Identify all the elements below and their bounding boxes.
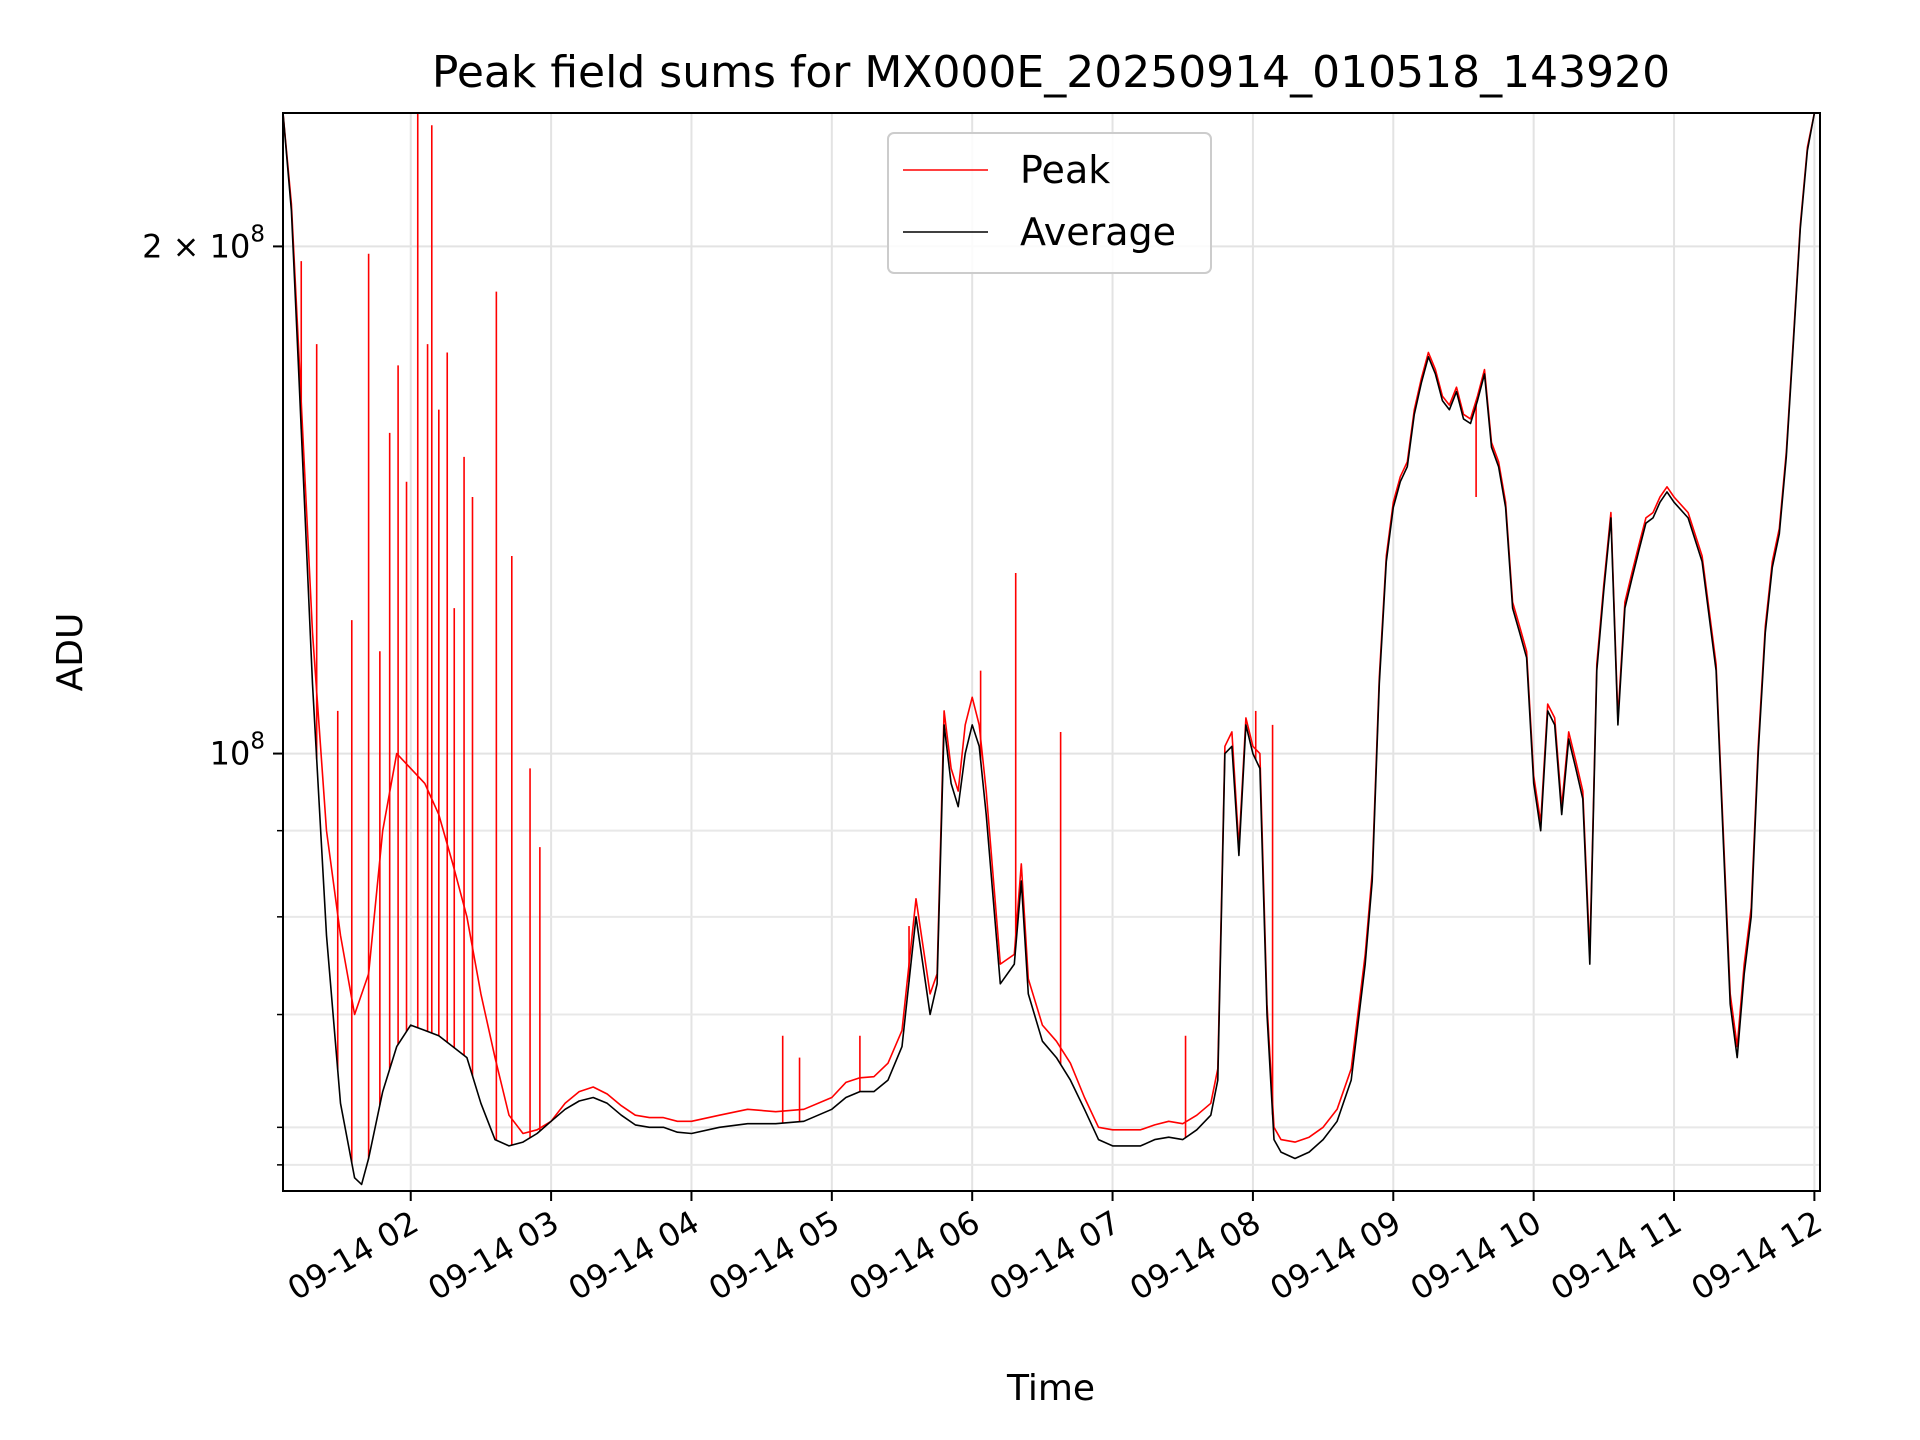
- y-axis-label: ADU: [50, 613, 91, 692]
- x-axis-label: Time: [1006, 1368, 1095, 1409]
- legend: Peak Average: [887, 132, 1212, 274]
- legend-label-average: Average: [1020, 210, 1176, 254]
- y-tick-label: 2 × 108: [142, 221, 265, 265]
- series-layer: [283, 113, 1816, 1186]
- chart-title: Peak field sums for MX000E_20250914_0105…: [432, 47, 1670, 98]
- plot-frame: [282, 112, 1821, 1192]
- y-tick-label: 108: [210, 729, 265, 773]
- series-line-average: [283, 113, 1816, 1186]
- y-axis-ticks: 108 2 × 108: [142, 221, 283, 1166]
- legend-box: [887, 132, 1212, 274]
- legend-label-peak: Peak: [1020, 148, 1110, 192]
